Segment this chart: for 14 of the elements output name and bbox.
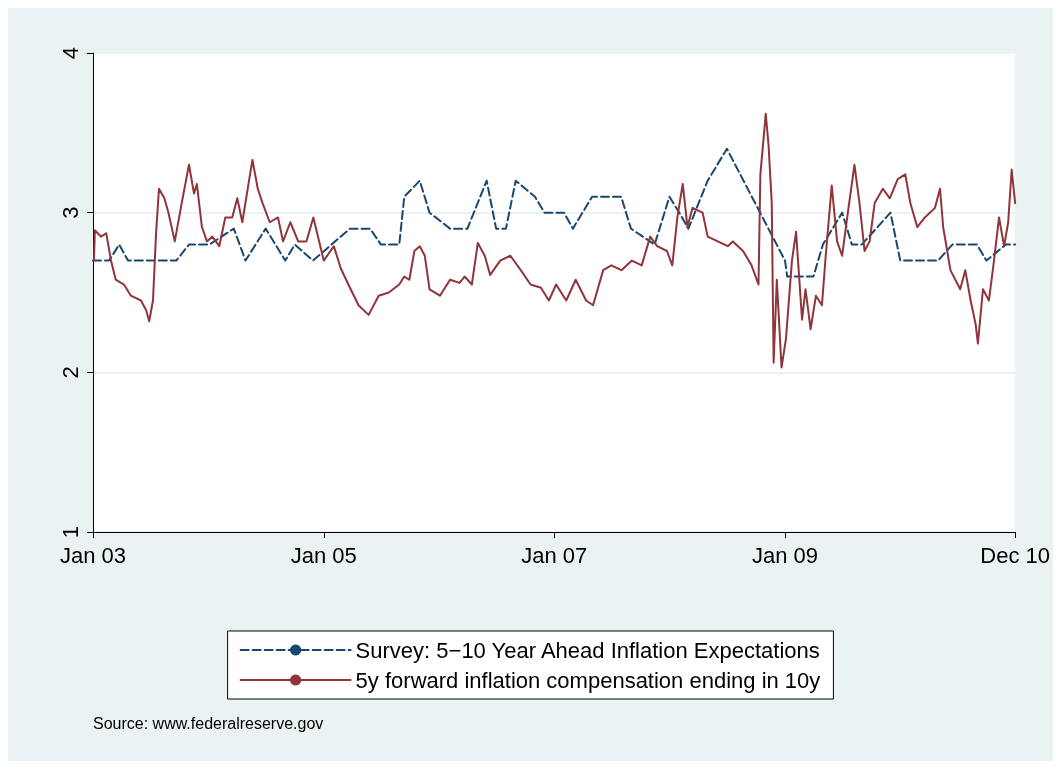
- line-series: [92, 147, 1017, 278]
- x-tick-label: Dec 10: [980, 542, 1051, 568]
- legend-label: Survey: 5−10 Year Ahead Inflation Expectations: [355, 637, 820, 663]
- y-tick-label: 4: [57, 46, 83, 60]
- y-tick-label: 3: [57, 206, 83, 219]
- x-tick-label: Jan 03: [59, 542, 127, 568]
- x-tick-label: Jan 05: [290, 542, 357, 568]
- source-note: Source: www.federalreserve.gov: [93, 714, 324, 732]
- line-series: [92, 112, 1017, 369]
- y-tick-label: 2: [57, 366, 83, 379]
- y-tick-label: 1: [57, 525, 83, 539]
- legend-label: 5y forward inflation compensation ending in 10y: [355, 667, 821, 693]
- x-tick-label: Jan 09: [751, 542, 819, 568]
- x-tick-label: Jan 07: [521, 542, 588, 568]
